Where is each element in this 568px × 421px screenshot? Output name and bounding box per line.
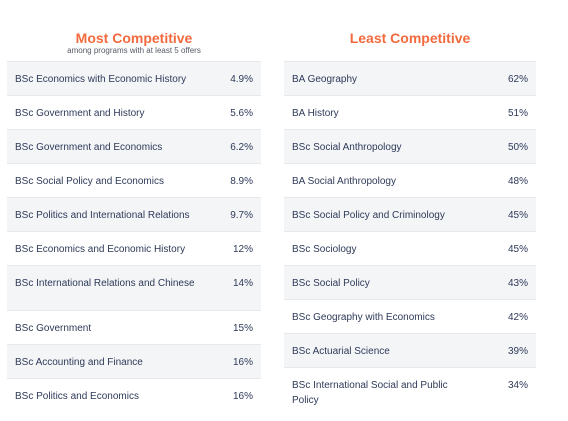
program-name: BSc Accounting and Finance [15,357,143,368]
table-row: BSc Government and Economics 6.2% [7,129,261,163]
table-row: BA Geography 62% [284,61,536,95]
offer-rate: 14% [232,278,253,289]
offer-rate: 16% [232,391,253,402]
offer-rate: 9.7% [230,210,253,221]
table-row: BSc Geography with Economics 42% [284,299,536,333]
program-name: BSc Government and Economics [15,142,163,153]
table-row: BA Social Anthropology 48% [284,163,536,197]
program-name: BSc Economics with Economic History [15,74,187,85]
program-name: BSc Sociology [292,244,357,255]
offer-rate: 4.9% [230,74,253,85]
offer-rate: 45% [507,244,528,255]
program-name: BSc Politics and Economics [15,391,139,402]
program-name: BA Geography [292,74,358,85]
least-competitive-table: BA Geography 62% BA History 51% BSc Soci… [284,61,536,406]
program-name: BSc Politics and International Relations [15,210,190,221]
program-name: BSc Social Policy [292,278,370,289]
offer-rate: 34% [507,380,528,391]
table-row: BSc Politics and Economics 16% [7,378,261,412]
table-row: BA History 51% [284,95,536,129]
program-name: BA Social Anthropology [292,176,396,187]
offer-rate: 50% [507,142,528,153]
offer-rate: 43% [507,278,528,289]
table-row: BSc Government 15% [7,310,261,344]
least-competitive-title: Least Competitive [349,30,471,46]
program-name: BSc Actuarial Science [292,346,390,357]
program-name: BSc Geography with Economics [292,312,435,323]
offer-rate: 5.6% [230,108,253,119]
program-name: BA History [292,108,339,119]
table-row: BSc Government and History 5.6% [7,95,261,129]
program-name: BSc Social Anthropology [292,142,402,153]
table-row: BSc Social Policy and Economics 8.9% [7,163,261,197]
offer-rate: 16% [232,357,253,368]
table-row: BSc Economics and Economic History 12% [7,231,261,265]
most-competitive-title: Most Competitive [75,30,193,46]
table-row: BSc Sociology 45% [284,231,536,265]
offer-rate: 6.2% [230,142,253,153]
table-row: BSc Actuarial Science 39% [284,333,536,367]
program-name: BSc Social Policy and Criminology [292,210,445,221]
program-name: BSc Social Policy and Economics [15,176,164,187]
offer-rate: 42% [507,312,528,323]
program-name: BSc International Social and Public Poli… [292,380,448,406]
offer-rate: 39% [507,346,528,357]
table-row: BSc International Social and Public Poli… [284,367,536,406]
table-row: BSc Economics with Economic History 4.9% [7,61,261,95]
table-row: BSc Politics and International Relations… [7,197,261,231]
table-row: BSc Social Policy and Criminology 45% [284,197,536,231]
offer-rate: 62% [507,74,528,85]
table-row: BSc Social Anthropology 50% [284,129,536,163]
offer-rate: 48% [507,176,528,187]
offer-rate: 45% [507,210,528,221]
offer-rate: 8.9% [230,176,253,187]
offer-rate: 15% [232,323,253,334]
table-row: BSc Social Policy 43% [284,265,536,299]
table-row: BSc International Relations and Chinese … [7,265,261,310]
program-name: BSc Government [15,323,92,334]
program-name: BSc Government and History [15,108,145,119]
program-name: BSc Economics and Economic History [15,244,186,255]
offer-rate: 51% [507,108,528,119]
table-row: BSc Accounting and Finance 16% [7,344,261,378]
most-competitive-table: BSc Economics with Economic History 4.9%… [7,61,261,412]
program-name: BSc International Relations and Chinese [15,278,195,289]
offer-rate: 12% [232,244,253,255]
most-competitive-subtitle: among programs with at least 5 offers [67,46,201,55]
